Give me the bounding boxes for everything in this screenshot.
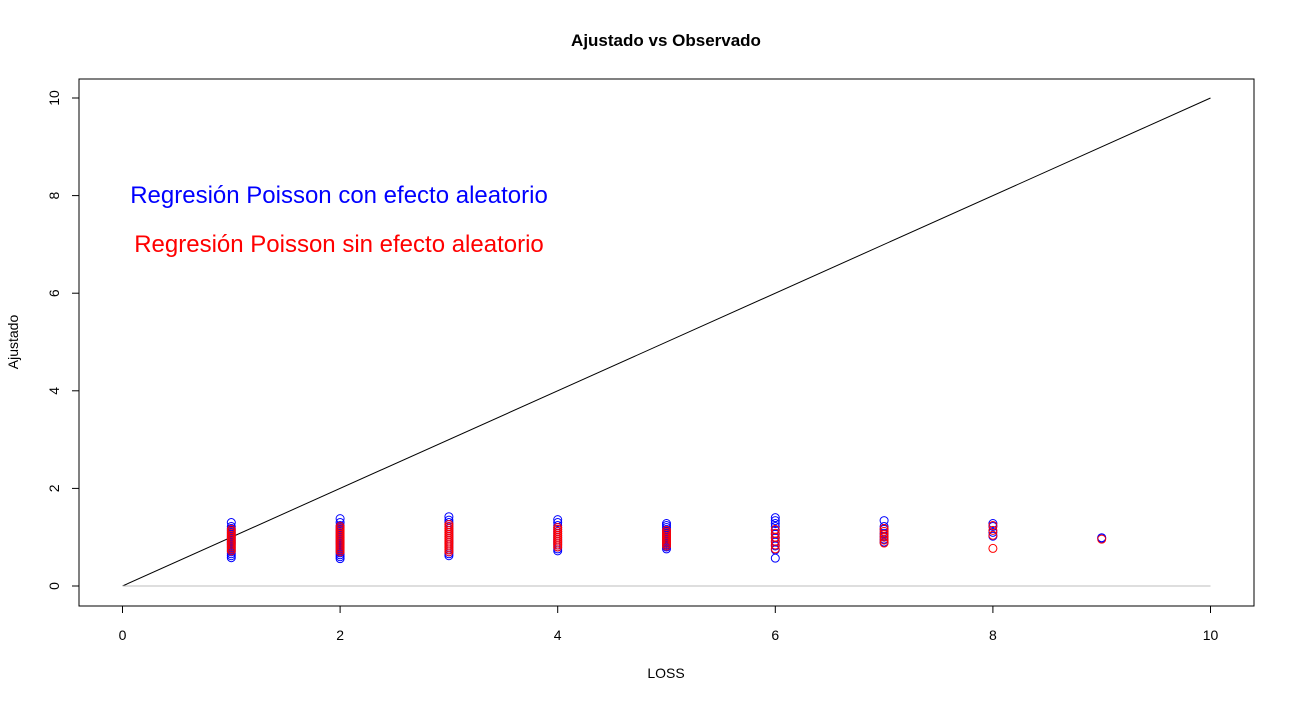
chart-title: Ajustado vs Observado: [571, 31, 761, 50]
data-point: [988, 530, 998, 540]
data-point: [879, 529, 889, 539]
data-point: [879, 526, 889, 536]
data-point: [226, 518, 236, 528]
data-point: [226, 524, 236, 534]
data-point: [226, 521, 236, 531]
series-layer: [226, 512, 1107, 564]
x-tick-label: 0: [119, 627, 127, 643]
data-point: [770, 524, 780, 534]
y-tick-label: 10: [46, 90, 62, 106]
data-point: [988, 525, 998, 535]
data-point: [662, 519, 671, 529]
data-point: [879, 538, 889, 548]
data-point: [879, 523, 889, 533]
x-tick-label: 2: [336, 627, 344, 643]
x-axis: 0 2 4 6 8 10: [119, 605, 1219, 643]
y-tick-label: 8: [46, 191, 62, 199]
data-point: [988, 543, 998, 553]
data-point: [770, 528, 780, 538]
y-tick-label: 6: [46, 289, 62, 297]
data-point: [553, 522, 563, 532]
data-point: [770, 519, 780, 529]
x-tick-label: 6: [771, 627, 779, 643]
x-tick-label: 4: [554, 627, 562, 643]
data-point: [988, 520, 998, 530]
data-point: [662, 525, 671, 535]
annotation-label: Regresión Poisson con efecto aleatorio: [130, 182, 548, 209]
x-tick-label: 10: [1203, 627, 1219, 643]
y-axis: 0 2 4 6 8 10: [46, 90, 80, 590]
reference-line-identity: [122, 97, 1211, 587]
data-point: [879, 532, 889, 542]
x-tick-label: 8: [989, 627, 997, 643]
data-point: [553, 518, 563, 528]
y-tick-label: 2: [46, 484, 62, 492]
data-point: [879, 535, 889, 545]
series-2: [226, 520, 1107, 557]
data-point: [335, 521, 345, 531]
data-point: [444, 520, 454, 530]
x-axis-label: LOSS: [647, 665, 684, 681]
data-point: [770, 516, 780, 526]
data-point: [879, 516, 889, 526]
data-point: [1097, 534, 1107, 544]
annotation-label: Regresión Poisson sin efecto aleatorio: [134, 231, 544, 258]
data-point: [770, 513, 780, 523]
y-tick-label: 4: [46, 387, 62, 395]
y-axis-label: Ajustado: [5, 315, 21, 370]
data-point: [770, 521, 780, 531]
data-point: [770, 553, 780, 563]
annotations: Regresión Poisson con efecto aleatorio Re…: [130, 182, 548, 258]
reference-lines: [122, 97, 1211, 587]
y-tick-label: 0: [46, 582, 62, 590]
